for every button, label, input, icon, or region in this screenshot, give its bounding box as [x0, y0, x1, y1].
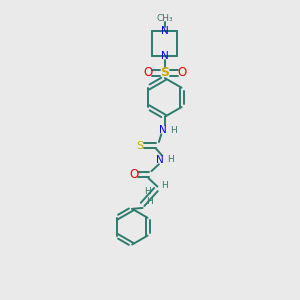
- Text: O: O: [143, 66, 152, 79]
- Text: H: H: [144, 188, 150, 196]
- Text: H: H: [161, 181, 168, 190]
- Text: H: H: [167, 155, 174, 164]
- Text: O: O: [129, 168, 138, 181]
- Text: N: N: [161, 26, 169, 36]
- Text: H: H: [147, 197, 153, 206]
- Text: N: N: [159, 125, 167, 135]
- Text: H: H: [170, 126, 177, 135]
- Text: N: N: [156, 155, 164, 165]
- Text: S: S: [160, 66, 169, 79]
- Text: O: O: [178, 66, 187, 79]
- Text: S: S: [136, 140, 143, 151]
- Text: N: N: [161, 51, 169, 62]
- Text: CH₃: CH₃: [157, 14, 173, 23]
